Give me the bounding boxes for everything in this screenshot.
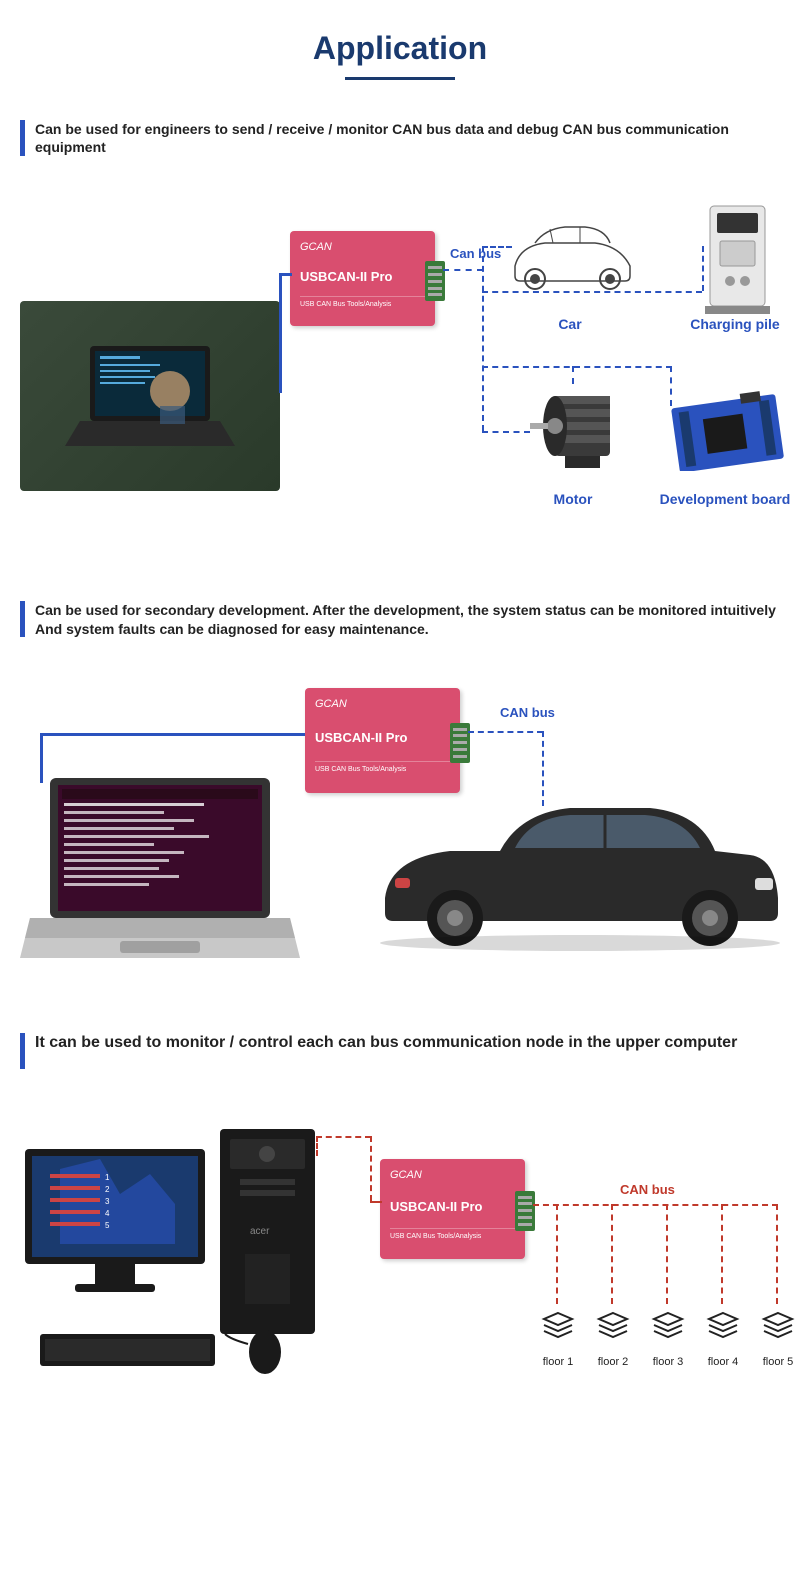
laptop-icon: [60, 336, 240, 456]
device-subtitle: USB CAN Bus Tools/Analysis: [315, 761, 450, 773]
motor-icon: [530, 381, 620, 476]
stack-icon: [705, 1309, 741, 1345]
device-name: USBCAN-II Pro: [390, 1199, 515, 1214]
engineer-laptop-image: [20, 301, 280, 491]
laptop-icon: [20, 773, 300, 973]
svg-text:3: 3: [105, 1197, 110, 1206]
floor-label: floor 5: [758, 1356, 798, 1368]
devboard-label: Development board: [650, 491, 800, 507]
section1-title: Can be used for engineers to send / rece…: [35, 120, 780, 156]
section2-diagram: GCAN USBCAN-II Pro USB CAN Bus Tools/Ana…: [20, 663, 780, 993]
device-brand: GCAN: [390, 1169, 515, 1181]
motor-image: [530, 381, 620, 476]
svg-text:4: 4: [105, 1209, 110, 1218]
stack-icon: [595, 1309, 631, 1345]
car-image: [505, 221, 640, 291]
devboard-image: [670, 391, 785, 471]
stack-icon: [540, 1309, 576, 1345]
sedan-image: [370, 783, 790, 953]
floor-node-5: floor 5: [758, 1309, 798, 1368]
accent-bar: [20, 120, 25, 156]
title-underline: [345, 77, 455, 80]
device-brand: GCAN: [315, 698, 450, 710]
devboard-icon: [670, 391, 785, 471]
page-title: Application: [0, 0, 800, 77]
motor-label: Motor: [548, 491, 598, 507]
floor-label: floor 1: [538, 1356, 578, 1368]
section1-diagram: GCAN USBCAN-II Pro USB CAN Bus Tools/Ana…: [20, 181, 780, 561]
device-subtitle: USB CAN Bus Tools/Analysis: [390, 1228, 515, 1240]
svg-text:2: 2: [105, 1185, 110, 1194]
desktop-pc-image: 1 2 3 4 5 acer: [20, 1124, 340, 1374]
device-name: USBCAN-II Pro: [300, 269, 425, 284]
charging-pile-image: [705, 201, 770, 316]
terminal-block: [515, 1191, 535, 1231]
floor-node-2: floor 2: [593, 1309, 633, 1368]
section3-diagram: 1 2 3 4 5 acer: [20, 1094, 780, 1414]
section3-title: It can be used to monitor / control each…: [35, 1033, 737, 1054]
floor-label: floor 4: [703, 1356, 743, 1368]
usbcan-device: GCAN USBCAN-II Pro USB CAN Bus Tools/Ana…: [290, 231, 435, 326]
terminal-block: [450, 723, 470, 763]
section-2: Can be used for secondary development. A…: [0, 601, 800, 1032]
terminal-block: [425, 261, 445, 301]
device-name: USBCAN-II Pro: [315, 730, 450, 745]
section-1: Can be used for engineers to send / rece…: [0, 120, 800, 601]
svg-text:acer: acer: [250, 1226, 270, 1237]
section3-header: It can be used to monitor / control each…: [20, 1033, 780, 1069]
svg-text:1: 1: [105, 1173, 110, 1182]
stack-icon: [650, 1309, 686, 1345]
floor-label: floor 3: [648, 1356, 688, 1368]
usbcan-device: GCAN USBCAN-II Pro USB CAN Bus Tools/Ana…: [305, 688, 460, 793]
section1-header: Can be used for engineers to send / rece…: [20, 120, 780, 156]
floor-node-3: floor 3: [648, 1309, 688, 1368]
floor-label: floor 2: [593, 1356, 633, 1368]
usbcan-device: GCAN USBCAN-II Pro USB CAN Bus Tools/Ana…: [380, 1159, 525, 1259]
desktop-icon: 1 2 3 4 5 acer: [20, 1124, 340, 1374]
car-label: Car: [550, 316, 590, 332]
charger-icon: [705, 201, 770, 316]
dev-laptop-image: [20, 773, 300, 973]
section-3: It can be used to monitor / control each…: [0, 1033, 800, 1454]
canbus-label: CAN bus: [620, 1182, 675, 1197]
charging-pile-label: Charging pile: [680, 316, 790, 332]
floor-node-4: floor 4: [703, 1309, 743, 1368]
canbus-label: CAN bus: [500, 705, 555, 720]
device-subtitle: USB CAN Bus Tools/Analysis: [300, 296, 425, 308]
svg-text:5: 5: [105, 1221, 110, 1230]
device-brand: GCAN: [300, 241, 425, 253]
accent-bar: [20, 1033, 25, 1069]
stack-icon: [760, 1309, 796, 1345]
accent-bar: [20, 601, 25, 637]
car-icon: [505, 221, 640, 291]
sedan-icon: [370, 783, 790, 953]
floor-node-1: floor 1: [538, 1309, 578, 1368]
section2-title: Can be used for secondary development. A…: [35, 601, 780, 637]
canbus-label: Can bus: [450, 246, 501, 261]
section2-header: Can be used for secondary development. A…: [20, 601, 780, 637]
